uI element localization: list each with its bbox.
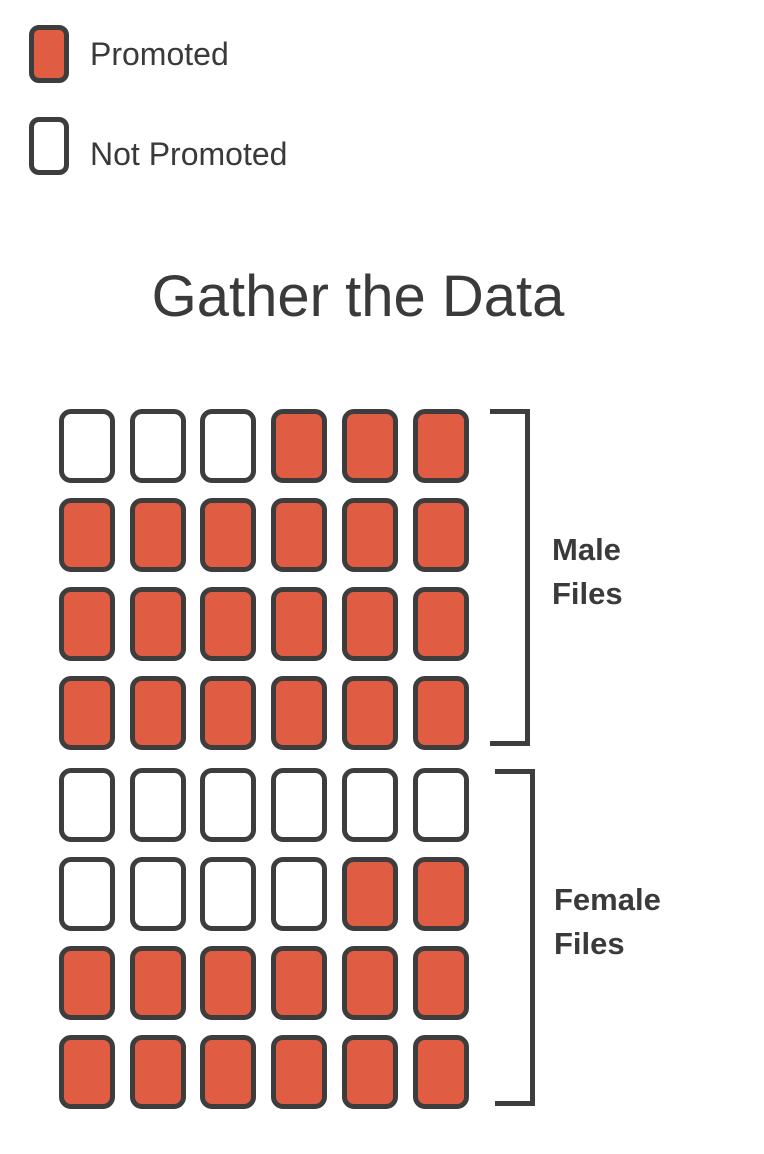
male-file-r1-c5 <box>342 409 398 483</box>
male-files-label: Male Files <box>552 528 623 616</box>
female-file-r4-c3 <box>200 1035 256 1109</box>
female-file-r1-c3 <box>200 768 256 842</box>
male-file-r2-c6 <box>413 498 469 572</box>
male-file-r1-c4 <box>271 409 327 483</box>
female-file-r3-c5 <box>342 946 398 1020</box>
male-file-r3-c6 <box>413 587 469 661</box>
male-file-r1-c3 <box>200 409 256 483</box>
female-files-label-line-1: Female <box>554 882 661 917</box>
female-file-r3-c4 <box>271 946 327 1020</box>
female-file-r3-c3 <box>200 946 256 1020</box>
male-file-r2-c3 <box>200 498 256 572</box>
legend-swatch-promoted <box>29 25 69 83</box>
legend-label-promoted: Promoted <box>90 36 229 72</box>
male-file-r3-c2 <box>130 587 186 661</box>
male-file-r1-c6 <box>413 409 469 483</box>
female-file-r1-c6 <box>413 768 469 842</box>
male-file-r2-c5 <box>342 498 398 572</box>
male-file-r2-c4 <box>271 498 327 572</box>
male-files-bracket <box>490 409 530 746</box>
female-file-r3-c6 <box>413 946 469 1020</box>
male-files-label-line-1: Male <box>552 532 621 567</box>
male-file-r4-c5 <box>342 676 398 750</box>
male-file-r4-c1 <box>59 676 115 750</box>
female-file-r2-c2 <box>130 857 186 931</box>
female-file-r1-c5 <box>342 768 398 842</box>
female-file-r4-c4 <box>271 1035 327 1109</box>
female-file-r2-c6 <box>413 857 469 931</box>
male-file-r3-c1 <box>59 587 115 661</box>
male-file-r1-c1 <box>59 409 115 483</box>
female-file-r4-c5 <box>342 1035 398 1109</box>
male-file-r4-c2 <box>130 676 186 750</box>
female-files-label: Female Files <box>554 878 661 966</box>
female-file-r1-c1 <box>59 768 115 842</box>
female-file-r3-c1 <box>59 946 115 1020</box>
female-file-r1-c2 <box>130 768 186 842</box>
female-file-r4-c6 <box>413 1035 469 1109</box>
male-file-r1-c2 <box>130 409 186 483</box>
female-file-r4-c2 <box>130 1035 186 1109</box>
female-file-r3-c2 <box>130 946 186 1020</box>
legend-swatch-not-promoted <box>29 117 69 175</box>
legend-label-not-promoted: Not Promoted <box>90 136 288 172</box>
male-file-r2-c1 <box>59 498 115 572</box>
male-file-r3-c3 <box>200 587 256 661</box>
male-file-r4-c4 <box>271 676 327 750</box>
male-file-r2-c2 <box>130 498 186 572</box>
male-file-r4-c3 <box>200 676 256 750</box>
male-file-r3-c4 <box>271 587 327 661</box>
female-file-r2-c3 <box>200 857 256 931</box>
female-file-r4-c1 <box>59 1035 115 1109</box>
male-files-label-line-2: Files <box>552 576 623 611</box>
female-files-bracket <box>495 769 535 1106</box>
male-file-r3-c5 <box>342 587 398 661</box>
male-file-r4-c6 <box>413 676 469 750</box>
female-file-r2-c4 <box>271 857 327 931</box>
diagram-title: Gather the Data <box>151 264 565 329</box>
female-file-r1-c4 <box>271 768 327 842</box>
female-files-label-line-2: Files <box>554 926 625 961</box>
female-file-r2-c5 <box>342 857 398 931</box>
female-file-r2-c1 <box>59 857 115 931</box>
